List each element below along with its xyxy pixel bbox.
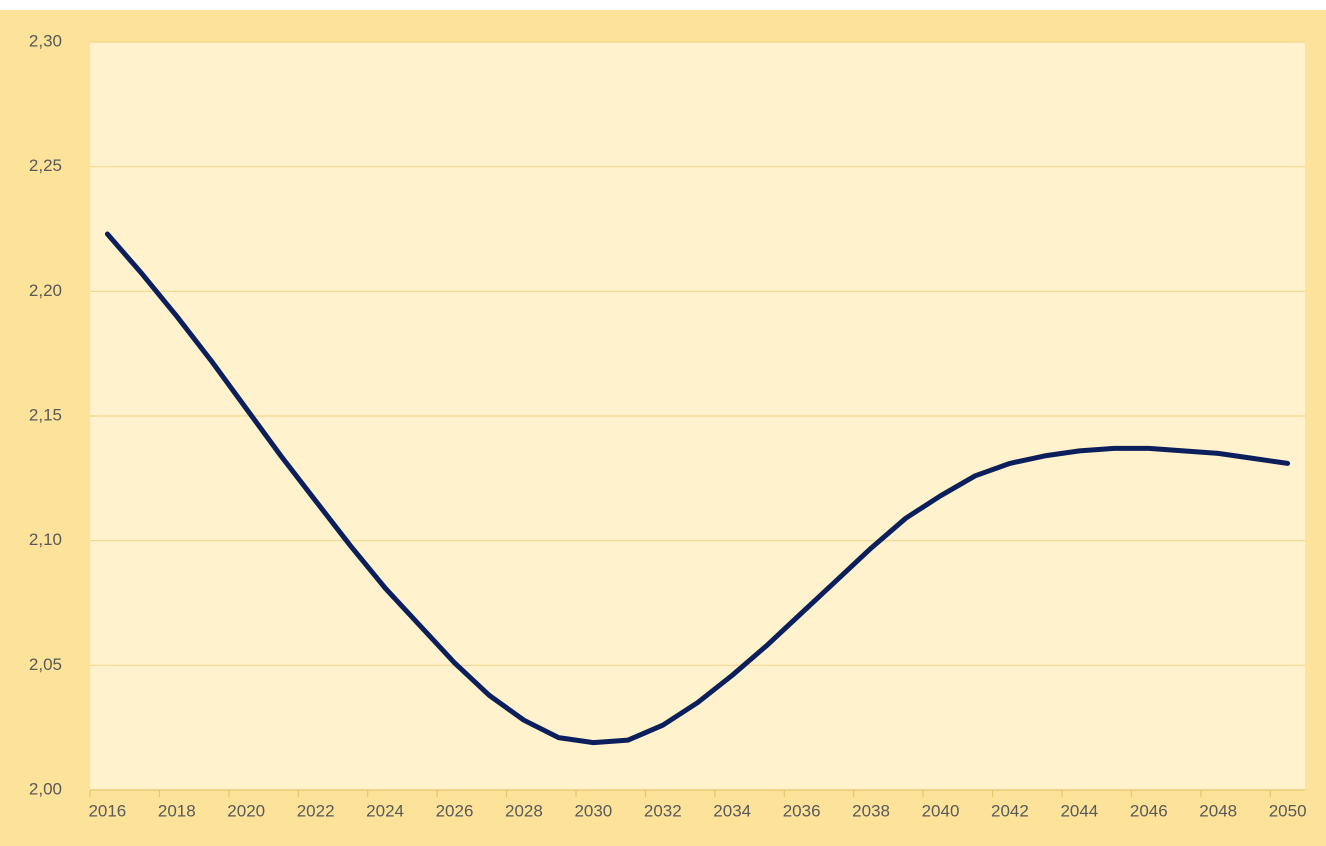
y-tick-label: 2,10 [29,530,62,549]
x-tick-label: 2040 [922,801,960,820]
x-tick-label: 2046 [1130,801,1168,820]
x-tick-label: 2050 [1269,801,1307,820]
x-tick-label: 2048 [1199,801,1237,820]
x-tick-label: 2022 [297,801,335,820]
data-line [104,231,1291,746]
x-tick-label: 2036 [783,801,821,820]
x-tick-label: 2016 [88,801,126,820]
x-tick-label: 2042 [991,801,1029,820]
x-tick-label: 2028 [505,801,543,820]
x-tick-label: 2032 [644,801,682,820]
y-tick-label: 2,20 [29,281,62,300]
x-tick-label: 2038 [852,801,890,820]
x-tick-label: 2020 [227,801,265,820]
y-tick-label: 2,15 [29,405,62,424]
y-tick-label: 2,25 [29,156,62,175]
x-tick-label: 2026 [436,801,474,820]
x-tick-label: 2030 [574,801,612,820]
x-tick-label: 2034 [713,801,751,820]
y-tick-label: 2,30 [29,31,62,50]
x-tick-label: 2024 [366,801,404,820]
x-tick-label: 2044 [1060,801,1098,820]
y-tick-label: 2,00 [29,779,62,798]
y-tick-label: 2,05 [29,655,62,674]
x-tick-label: 2018 [158,801,196,820]
